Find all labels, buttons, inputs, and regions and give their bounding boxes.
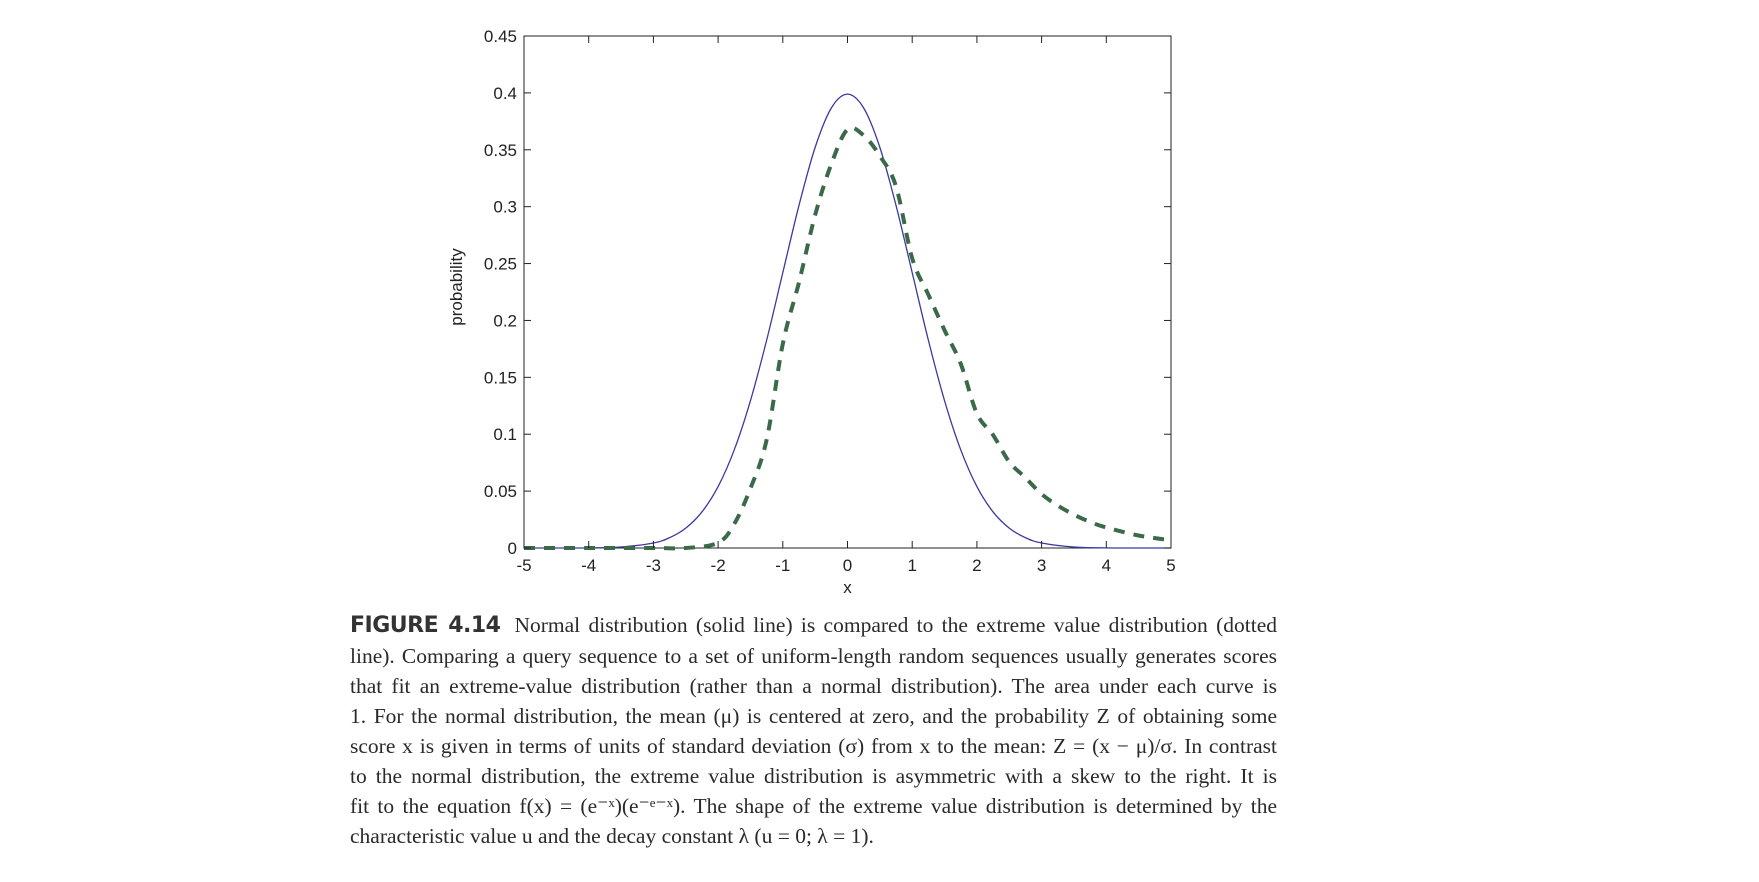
x-axis-label: x xyxy=(843,578,852,597)
caption-line: to the normal distribution, the extreme … xyxy=(350,764,1277,788)
y-tick-label: 0.4 xyxy=(493,84,517,103)
caption-line: FIGURE 4.14 Normal distribution (solid li… xyxy=(350,610,1277,641)
caption-line: score x is given in terms of units of st… xyxy=(350,734,1277,758)
caption-line: that fit an extreme-value distribution (… xyxy=(350,674,1277,698)
x-tick-label: 2 xyxy=(972,556,981,575)
x-tick-label: -3 xyxy=(646,556,661,575)
y-tick-label: 0 xyxy=(508,539,517,558)
y-tick-label: 0.35 xyxy=(484,141,517,160)
x-tick-label: -1 xyxy=(775,556,790,575)
plot-area xyxy=(523,35,1172,551)
x-tick-label: 3 xyxy=(1037,556,1046,575)
x-tick-label: 0 xyxy=(843,556,852,575)
x-axis: -5 -4 -3 -2 -1 0 1 2 3 4 5 xyxy=(516,36,1176,575)
y-tick-label: 0.45 xyxy=(484,27,517,46)
y-tick-label: 0.05 xyxy=(484,482,517,501)
y-axis: 0 0.05 0.1 0.15 0.2 0.25 0.3 0.35 0.4 0.45 xyxy=(484,27,1171,558)
x-tick-label: 4 xyxy=(1102,556,1111,575)
caption-line: line). Comparing a query sequence to a s… xyxy=(350,644,1277,668)
y-tick-label: 0.2 xyxy=(493,311,517,330)
line-chart: -5 -4 -3 -2 -1 0 1 2 3 4 5 00.050.10.150.20.250.30… xyxy=(447,27,1176,597)
y-axis-label: probability xyxy=(447,248,466,326)
x-tick-label: -5 xyxy=(516,556,531,575)
normal-curve xyxy=(523,93,1172,549)
y-tick-label: 0.25 xyxy=(484,255,517,274)
y-tick-label: 0.3 xyxy=(493,198,517,217)
y-tick-label: 0.15 xyxy=(484,368,517,387)
extreme-value-curve xyxy=(523,125,1172,551)
x-tick-label: 5 xyxy=(1166,556,1175,575)
caption-text: Normal distribution (solid line) is comp… xyxy=(514,613,1277,637)
caption-label: FIGURE 4.14 xyxy=(350,613,501,638)
figure-caption: FIGURE 4.14 Normal distribution (solid li… xyxy=(350,610,1277,851)
x-tick-label: 1 xyxy=(907,556,916,575)
x-tick-label: -2 xyxy=(711,556,726,575)
x-tick-label: -4 xyxy=(581,556,596,575)
caption-line: 1. For the normal distribution, the mean… xyxy=(350,704,1277,728)
caption-line: characteristic value u and the decay con… xyxy=(350,824,874,848)
plot-frame xyxy=(523,35,1172,549)
y-tick-label: 0.1 xyxy=(493,425,517,444)
caption-line: fit to the equation f(x) = (e⁻ˣ)(e⁻ᵉ⁻ˣ).… xyxy=(350,794,1277,818)
